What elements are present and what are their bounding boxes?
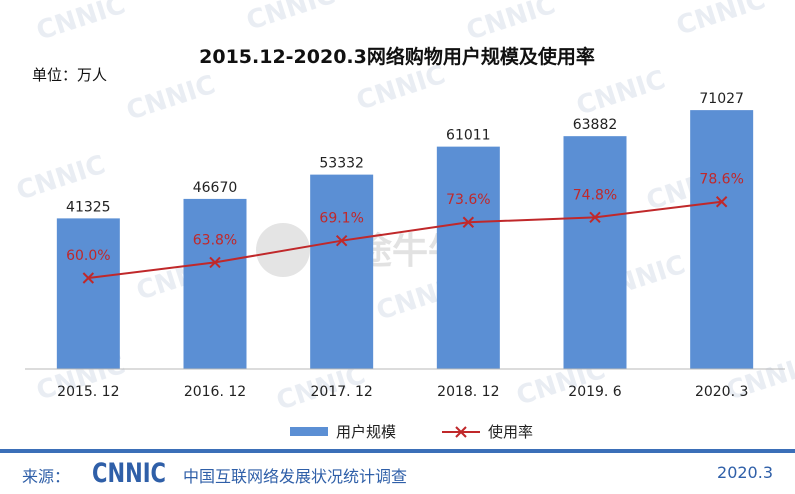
watermark-text: CNNIC bbox=[243, 0, 339, 37]
bar-1 bbox=[56, 218, 120, 369]
bar-value-label: 71027 bbox=[699, 91, 744, 107]
bar-5 bbox=[563, 136, 627, 369]
organization-name: 中国互联网络发展状况统计调查 bbox=[183, 467, 408, 486]
unit-label: 单位：万人 bbox=[32, 66, 107, 84]
line-value-label: 78.6% bbox=[699, 172, 743, 188]
legend-swatch-bar bbox=[290, 427, 328, 436]
line-marker-6 bbox=[715, 196, 728, 208]
line-marker-2 bbox=[209, 256, 221, 269]
line-value-label: 63.8% bbox=[193, 232, 237, 248]
bar-3 bbox=[310, 174, 374, 369]
x-tick-label: 2015. 12 bbox=[57, 384, 119, 400]
legend-swatch-line bbox=[442, 426, 480, 438]
watermark-text: CNNIC bbox=[353, 60, 449, 117]
bar-value-label: 41325 bbox=[66, 199, 111, 215]
x-tick-label: 2018. 12 bbox=[437, 384, 499, 400]
bar-4 bbox=[436, 146, 500, 369]
line-value-label: 73.6% bbox=[446, 192, 490, 208]
source-label: 来源： bbox=[22, 467, 71, 486]
line-marker-5 bbox=[589, 211, 601, 224]
footer: 来源： CNNIC 中国互联网络发展状况统计调查 2020.3 bbox=[0, 455, 795, 494]
cnnic-logo: CNNIC bbox=[92, 458, 166, 487]
legend-label-line: 使用率 bbox=[488, 423, 533, 441]
bar-value-label: 46670 bbox=[193, 180, 238, 196]
chart-title: 2015.12-2020.3网络购物用户规模及使用率 bbox=[199, 45, 595, 68]
watermark-text: CNNIC bbox=[463, 0, 559, 47]
bar-value-labels: 41325 46670 53332 61011 63882 71027 bbox=[66, 91, 744, 215]
line-series bbox=[82, 196, 728, 284]
watermark-text: CNNIC bbox=[33, 0, 129, 47]
x-tick-label: 2016. 12 bbox=[184, 384, 246, 400]
x-tick-label: 2019. 6 bbox=[568, 384, 622, 400]
line-value-label: 74.8% bbox=[573, 187, 617, 203]
bar-6 bbox=[690, 110, 754, 369]
footer-rule bbox=[0, 449, 795, 453]
watermark-text: CNNIC bbox=[13, 150, 109, 207]
x-tick-label: 2017. 12 bbox=[310, 384, 372, 400]
line-marker-1 bbox=[82, 272, 95, 284]
watermark-text: CNNIC bbox=[673, 0, 769, 42]
line-marker-4 bbox=[462, 216, 475, 228]
line-value-labels: 60.0% 63.8% 69.1% 73.6% 74.8% 78.6% bbox=[66, 172, 744, 264]
bar-series bbox=[56, 110, 754, 369]
line-value-label: 60.0% bbox=[66, 248, 110, 264]
bar-value-label: 63882 bbox=[573, 117, 618, 133]
x-tick-label: 2020. 3 bbox=[695, 384, 748, 400]
line-marker-3 bbox=[335, 234, 348, 247]
bar-2 bbox=[183, 198, 247, 369]
x-tick-labels: 2015. 12 2016. 12 2017. 12 2018. 12 2019. 6 2… bbox=[57, 384, 748, 400]
bar-value-label: 53332 bbox=[319, 156, 364, 172]
usage-rate-line bbox=[88, 200, 722, 279]
legend: 用户规模 使用率 bbox=[290, 423, 533, 441]
line-value-label: 69.1% bbox=[319, 211, 363, 227]
bar-value-label: 61011 bbox=[446, 128, 491, 144]
watermark-text: CNNIC bbox=[123, 70, 219, 127]
footer-date: 2020.3 bbox=[717, 463, 773, 482]
watermark-text: CNNIC bbox=[573, 65, 669, 122]
legend-label-bar: 用户规模 bbox=[336, 423, 396, 441]
svg-text:CNNIC: CNNIC bbox=[92, 458, 166, 487]
